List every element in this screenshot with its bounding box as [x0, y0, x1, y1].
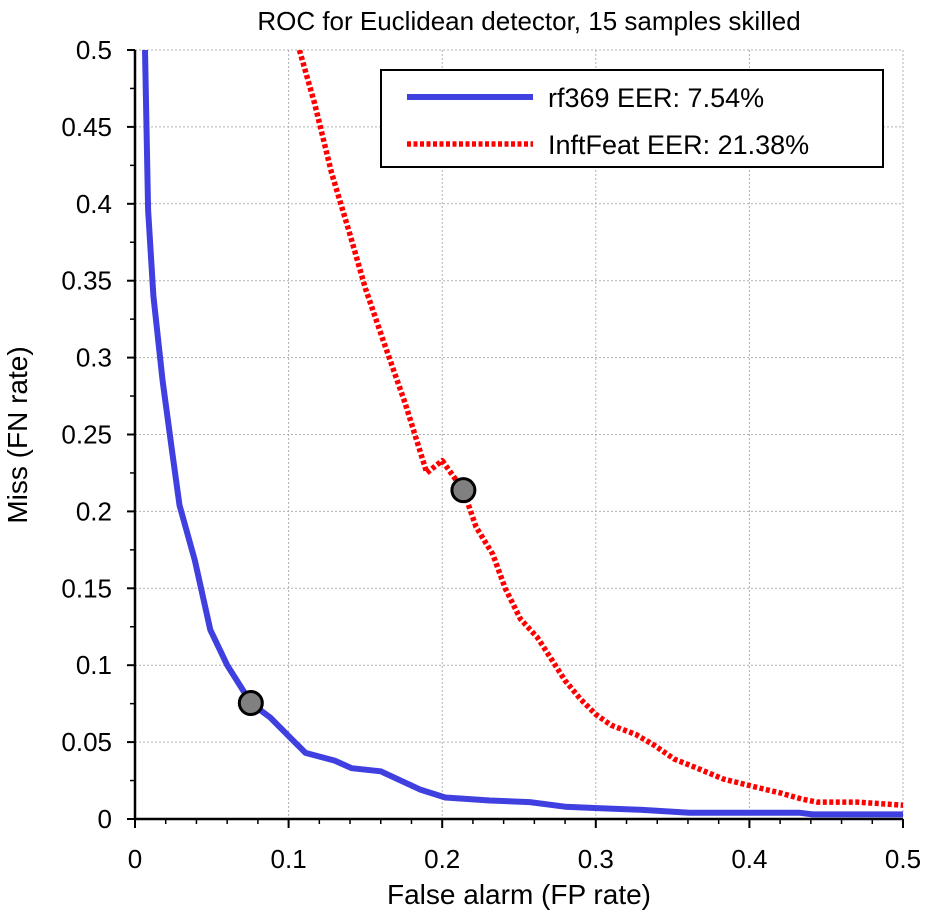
tick-labels: 0 0.1 0.2 0.3 0.4 0.5 0 0.05 0.1 0.15 0.2 0.25 0.3 0.… [61, 35, 921, 874]
eer-marker-inftfeat [450, 477, 477, 504]
eer-markers [237, 477, 477, 717]
x-tick-label: 0.3 [578, 844, 614, 874]
y-tick-label: 0.2 [76, 496, 112, 526]
y-tick-label: 0.1 [76, 650, 112, 680]
y-tick-label: 0.5 [76, 35, 112, 65]
axes [127, 49, 904, 828]
y-axis-title: Miss (FN rate) [2, 346, 33, 523]
y-tick-label: 0.15 [61, 573, 112, 603]
x-tick-label: 0.4 [731, 844, 767, 874]
x-axis-title: False alarm (FP rate) [387, 879, 651, 910]
legend: rf369 EER: 7.54% InftFeat EER: 21.38% [380, 69, 884, 168]
y-tick-label: 0.3 [76, 343, 112, 373]
eer-marker-rf369 [237, 690, 264, 717]
x-tick-label: 0 [128, 844, 142, 874]
y-tick-label: 0.45 [61, 112, 112, 142]
y-tick-label: 0.05 [61, 727, 112, 757]
y-tick-label: 0.35 [61, 266, 112, 296]
y-tick-label: 0 [98, 804, 112, 834]
chart-title: ROC for Euclidean detector, 15 samples s… [257, 6, 800, 36]
series-layer [142, 50, 903, 818]
series-line-rf369 [142, 50, 903, 818]
x-tick-label: 0.2 [424, 844, 460, 874]
legend-label-inftfeat: InftFeat EER: 21.38% [548, 130, 809, 160]
series-line-inftfeat [296, 50, 903, 808]
x-tick-label: 0.5 [885, 844, 921, 874]
y-tick-label: 0.25 [61, 420, 112, 450]
y-tick-label: 0.4 [76, 189, 112, 219]
x-tick-label: 0.1 [271, 844, 307, 874]
legend-label-rf369: rf369 EER: 7.54% [548, 83, 764, 113]
legend-box [380, 69, 884, 168]
